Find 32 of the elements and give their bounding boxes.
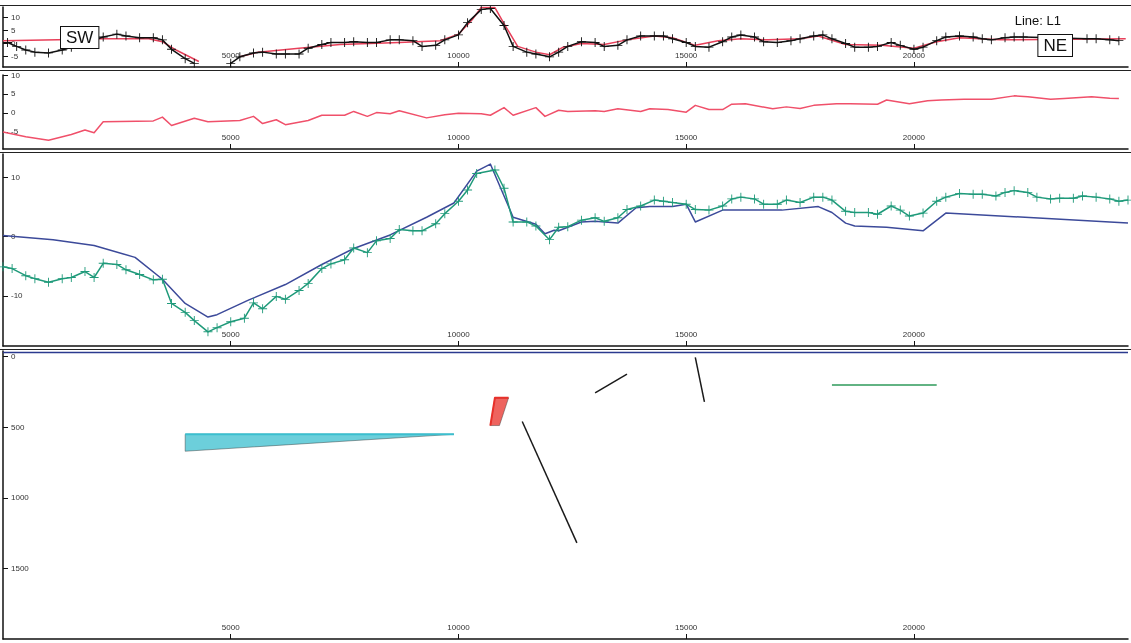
y-tick-label: -5 — [11, 52, 19, 62]
y-tick-label: -10 — [11, 291, 24, 301]
y-tick-label: 500 — [11, 422, 25, 432]
x-tick-label: 10000 — [447, 329, 471, 339]
annotation: SW — [66, 28, 94, 47]
x-tick-label: 15000 — [675, 132, 698, 142]
y-tick-label: 1000 — [11, 493, 30, 503]
y-tick-label: -5 — [11, 127, 19, 137]
x-tick-label: 5000 — [221, 329, 241, 339]
y-tick-label: 1500 — [11, 563, 30, 573]
y-tick-label: 5 — [11, 25, 16, 35]
annotation: NE — [1043, 36, 1068, 55]
x-tick-label: 15000 — [675, 329, 698, 339]
y-tick-label: 0 — [11, 352, 16, 362]
x-tick-label: 5000 — [221, 622, 241, 632]
x-tick-label: 10000 — [447, 132, 471, 142]
y-tick-label: 0 — [11, 108, 16, 118]
y-tick-label: 5 — [11, 89, 16, 99]
x-tick-label: 15000 — [675, 622, 698, 632]
x-tick-label: 15000 — [675, 50, 698, 60]
x-tick-label: 5000 — [221, 132, 241, 142]
y-tick-label: 10 — [11, 70, 21, 80]
line-series — [2, 95, 1120, 142]
x-tick-label: 20000 — [902, 329, 926, 339]
x-tick-label: 10000 — [447, 50, 471, 60]
x-tick-label: 20000 — [902, 132, 926, 142]
x-tick-label: 20000 — [902, 50, 926, 60]
annotation: Line: L1 — [1014, 13, 1061, 28]
x-tick-label: 10000 — [447, 622, 471, 632]
y-tick-label: 10 — [11, 173, 21, 183]
x-tick-label: 20000 — [902, 622, 926, 632]
y-tick-label: 10 — [11, 12, 21, 22]
